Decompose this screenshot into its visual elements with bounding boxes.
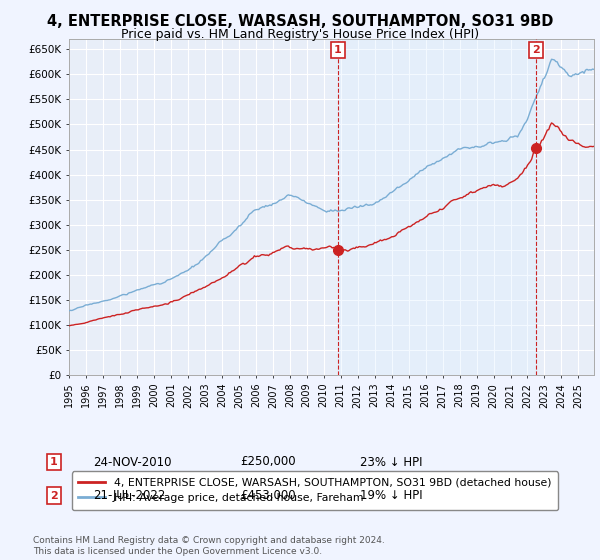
Text: £453,000: £453,000 [240, 489, 296, 502]
Text: 24-NOV-2010: 24-NOV-2010 [93, 455, 172, 469]
Text: 4, ENTERPRISE CLOSE, WARSASH, SOUTHAMPTON, SO31 9BD: 4, ENTERPRISE CLOSE, WARSASH, SOUTHAMPTO… [47, 14, 553, 29]
Text: 1: 1 [334, 45, 342, 55]
Text: 23% ↓ HPI: 23% ↓ HPI [360, 455, 422, 469]
Text: 19% ↓ HPI: 19% ↓ HPI [360, 489, 422, 502]
Text: £250,000: £250,000 [240, 455, 296, 469]
Legend: 4, ENTERPRISE CLOSE, WARSASH, SOUTHAMPTON, SO31 9BD (detached house), HPI: Avera: 4, ENTERPRISE CLOSE, WARSASH, SOUTHAMPTO… [72, 472, 558, 510]
Text: 2: 2 [50, 491, 58, 501]
Text: 2: 2 [532, 45, 540, 55]
Text: 1: 1 [50, 457, 58, 467]
Bar [338, 39, 536, 375]
Text: Price paid vs. HM Land Registry's House Price Index (HPI): Price paid vs. HM Land Registry's House … [121, 28, 479, 41]
Text: 21-JUL-2022: 21-JUL-2022 [93, 489, 166, 502]
Text: Contains HM Land Registry data © Crown copyright and database right 2024.
This d: Contains HM Land Registry data © Crown c… [33, 536, 385, 556]
